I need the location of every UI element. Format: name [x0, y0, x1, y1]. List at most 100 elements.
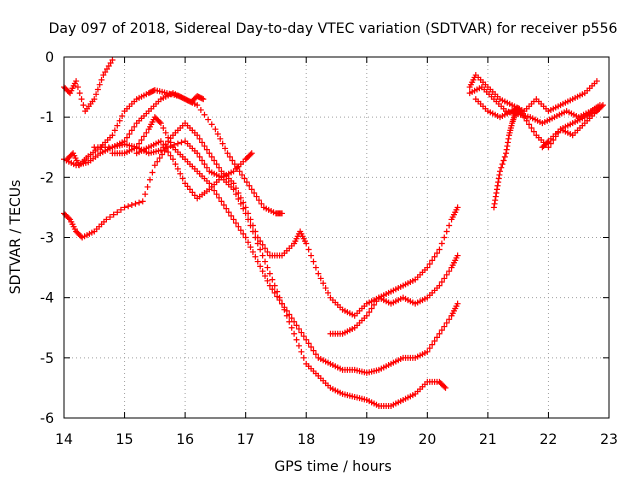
data-point [225, 209, 232, 216]
data-point [492, 193, 499, 200]
data-point [199, 157, 206, 164]
x-tick-label: 19 [358, 432, 376, 448]
x-tick-label: 16 [176, 432, 194, 448]
track-10 [466, 84, 603, 127]
data-point [259, 252, 266, 259]
track-7 [133, 138, 449, 409]
data-point [246, 182, 253, 189]
data-point [438, 279, 445, 286]
data-point [252, 253, 259, 260]
data-point [162, 145, 169, 152]
data-point [248, 186, 255, 193]
data-point [283, 312, 290, 319]
data-point [269, 276, 276, 283]
data-point [236, 168, 243, 175]
data-point [325, 289, 332, 296]
data-point [253, 193, 260, 200]
data-point [503, 146, 510, 153]
data-point [132, 200, 139, 207]
data-point [514, 108, 521, 115]
data-point [317, 275, 324, 282]
data-point [222, 145, 229, 152]
y-tick-label: -3 [40, 231, 54, 247]
data-point [454, 300, 461, 307]
data-point [251, 189, 258, 196]
data-point [363, 312, 370, 319]
data-point [170, 156, 176, 163]
data-point [234, 164, 241, 171]
data-point [526, 121, 533, 128]
data-point [293, 336, 300, 343]
data-point [114, 122, 121, 129]
data-point [160, 141, 167, 148]
data-point [434, 250, 441, 257]
data-point [211, 187, 218, 194]
data-point [429, 257, 436, 264]
data-point [142, 191, 149, 198]
data-point [241, 175, 248, 182]
y-axis-label: SDTVAR / TECUs [8, 180, 24, 295]
data-point [149, 169, 156, 176]
data-point [126, 131, 133, 138]
data-point [492, 197, 499, 204]
data-point [322, 285, 329, 292]
track-8 [327, 252, 461, 337]
data-point [194, 132, 201, 139]
x-axis-label: GPS time / hours [274, 459, 391, 475]
data-point [230, 216, 237, 223]
data-point [206, 180, 213, 187]
data-point [232, 191, 239, 198]
data-point [259, 241, 266, 248]
data-point [157, 138, 164, 145]
data-point [442, 384, 449, 391]
data-point [495, 179, 502, 186]
data-point [156, 155, 163, 162]
y-tick-label: -6 [40, 411, 54, 427]
data-point [262, 245, 269, 252]
data-point [264, 277, 271, 284]
data-point [443, 271, 450, 278]
data-point [269, 286, 276, 293]
x-tick-label: 20 [418, 432, 436, 448]
data-point [295, 325, 302, 332]
data-point [247, 151, 254, 158]
track-6 [109, 114, 461, 376]
data-point [213, 161, 220, 168]
x-tick-label: 18 [297, 432, 315, 448]
data-point [295, 342, 302, 349]
data-point [264, 248, 271, 255]
x-tick-label: 17 [237, 432, 255, 448]
data-point [165, 149, 172, 156]
data-point [121, 204, 128, 211]
data-point [139, 198, 146, 205]
x-tick-label: 14 [55, 432, 73, 448]
data-point [259, 268, 266, 275]
data-point [495, 175, 502, 182]
data-point [117, 206, 124, 213]
x-tick-label: 15 [116, 432, 134, 448]
data-point [431, 253, 438, 260]
data-point [276, 294, 283, 301]
data-point [446, 268, 453, 275]
data-point [96, 81, 103, 88]
data-point [140, 133, 147, 140]
data-point [300, 333, 307, 340]
axis-ticks: 14 15 16 17 18 19 20 21 22 23 0 -1 -2 -3 -4 -5 -6 [40, 50, 618, 448]
data-point [167, 139, 174, 146]
data-point [499, 161, 506, 168]
data-point [521, 114, 528, 121]
data-point [216, 194, 223, 201]
data-point [103, 66, 110, 73]
data-point [598, 103, 605, 110]
data-point [159, 151, 166, 158]
data-point [258, 200, 265, 207]
data-point [303, 240, 310, 247]
data-point [111, 127, 118, 134]
data-point [196, 153, 203, 160]
data-point [438, 240, 445, 247]
data-point [78, 96, 85, 103]
data-point [156, 118, 163, 125]
data-point [436, 330, 443, 337]
data-point [174, 140, 181, 147]
